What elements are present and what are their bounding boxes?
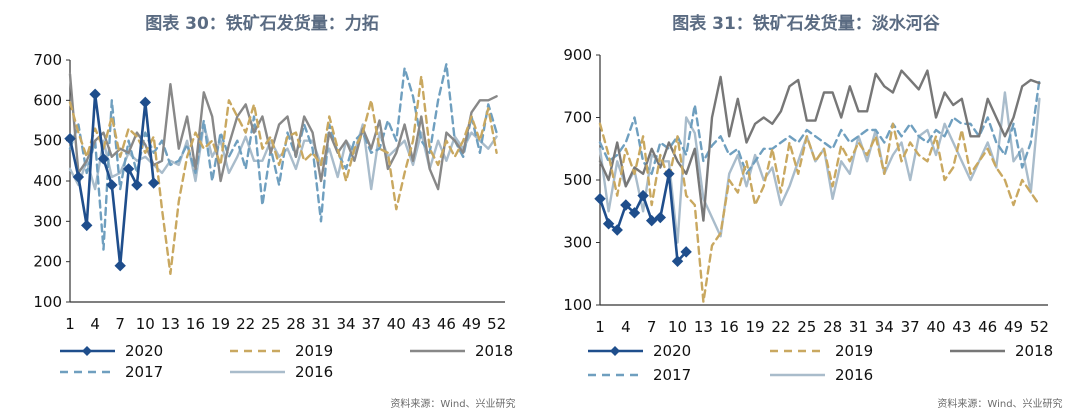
- y-tick-label: 700: [33, 51, 62, 69]
- series-line-2018: [68, 72, 498, 191]
- x-tick-label: 34: [875, 318, 894, 336]
- legend-label-2019: 2019: [835, 342, 873, 360]
- source-note: 资料来源：Wind、兴业研究: [937, 397, 1062, 410]
- x-tick-label: 31: [849, 318, 868, 336]
- data-point-2020: [680, 246, 692, 258]
- series-line-2018: [598, 69, 1041, 222]
- data-point-2020: [147, 177, 160, 189]
- x-tick-label: 22: [771, 318, 790, 336]
- x-tick-label: 43: [412, 315, 431, 333]
- x-tick-label: 7: [115, 315, 125, 333]
- x-tick-label: 19: [211, 315, 230, 333]
- data-point-2020: [81, 219, 93, 232]
- x-tick-label: 28: [286, 315, 305, 333]
- x-tick-label: 52: [1030, 318, 1049, 336]
- y-tick-label: 500: [563, 171, 592, 189]
- y-tick-label: 600: [33, 91, 62, 109]
- x-tick-label: 37: [362, 315, 381, 333]
- x-tick-label: 49: [1004, 318, 1023, 336]
- x-tick-label: 37: [901, 318, 920, 336]
- legend-label-2016: 2016: [295, 363, 333, 381]
- data-point-2020: [611, 224, 623, 236]
- x-tick-label: 43: [952, 318, 971, 336]
- data-point-2020: [139, 96, 151, 109]
- x-tick-label: 13: [161, 315, 180, 333]
- source-note: 资料来源：Wind、兴业研究: [390, 397, 515, 410]
- x-tick-label: 34: [337, 315, 356, 333]
- x-tick-label: 40: [387, 315, 406, 333]
- x-tick-label: 40: [926, 318, 945, 336]
- x-tick-label: 16: [720, 318, 739, 336]
- x-tick-label: 1: [595, 318, 605, 336]
- chart-title: 图表 31：铁矿石发货量：淡水河谷: [672, 13, 941, 34]
- y-tick-label: 200: [33, 253, 62, 271]
- y-tick-label: 900: [563, 46, 592, 64]
- legend-label-2020: 2020: [653, 342, 691, 360]
- chart-title: 图表 30：铁矿石发货量：力拓: [145, 13, 379, 34]
- y-tick-label: 500: [33, 132, 62, 150]
- legend-marker-2020: [82, 346, 92, 356]
- data-point-2020: [114, 259, 126, 272]
- legend-label-2018: 2018: [1015, 342, 1053, 360]
- data-point-2020: [594, 193, 606, 205]
- legend-label-2020: 2020: [125, 342, 163, 360]
- legend-label-2017: 2017: [125, 363, 163, 381]
- x-tick-label: 22: [236, 315, 255, 333]
- x-tick-label: 46: [978, 318, 997, 336]
- data-point-2020: [122, 163, 135, 175]
- x-tick-label: 10: [668, 318, 687, 336]
- data-point-2020: [645, 214, 658, 227]
- y-tick-label: 700: [563, 109, 592, 127]
- legend-label-2019: 2019: [295, 342, 333, 360]
- x-tick-label: 52: [487, 315, 506, 333]
- x-tick-label: 19: [746, 318, 765, 336]
- x-tick-label: 13: [694, 318, 713, 336]
- data-point-2020: [97, 153, 110, 165]
- x-tick-label: 4: [90, 315, 100, 333]
- data-point-2020: [602, 218, 615, 230]
- x-tick-label: 16: [186, 315, 205, 333]
- y-tick-label: 100: [33, 293, 62, 311]
- series-line-2019: [598, 122, 1041, 304]
- x-tick-label: 46: [437, 315, 456, 333]
- legend-label-2018: 2018: [475, 342, 513, 360]
- y-tick-label: 300: [563, 234, 592, 252]
- y-tick-label: 400: [33, 172, 62, 190]
- data-point-2020: [72, 171, 85, 183]
- y-tick-label: 100: [563, 296, 592, 314]
- legend-marker-2020: [610, 346, 620, 356]
- x-tick-label: 31: [311, 315, 330, 333]
- data-point-2020: [671, 255, 684, 267]
- legend-label-2017: 2017: [653, 366, 691, 384]
- legend-label-2016: 2016: [835, 366, 873, 384]
- data-point-2020: [64, 132, 76, 145]
- data-point-2020: [106, 179, 118, 191]
- data-point-2020: [654, 211, 667, 224]
- chart-vale: 图表 31：铁矿石发货量：淡水河谷 100 300 500 700 900 1 4 7 10 13…: [563, 13, 1053, 384]
- x-tick-label: 1: [65, 315, 75, 333]
- series-line-2017: [598, 78, 1041, 176]
- x-tick-label: 49: [462, 315, 481, 333]
- chart-rio-tinto: 图表 30：铁矿石发货量：力拓 100 200 300 400 500 600 700 1 4 7…: [33, 13, 513, 381]
- data-point-2020: [628, 207, 641, 219]
- data-point-2020: [89, 88, 101, 100]
- data-point-2020: [663, 168, 675, 180]
- x-tick-label: 7: [647, 318, 657, 336]
- data-point-2020: [637, 189, 649, 202]
- x-tick-label: 10: [136, 315, 155, 333]
- y-tick-label: 300: [33, 212, 62, 230]
- data-point-2020: [131, 179, 143, 191]
- x-tick-label: 4: [621, 318, 631, 336]
- data-point-2020: [620, 199, 632, 211]
- x-tick-label: 28: [823, 318, 842, 336]
- x-tick-label: 25: [261, 315, 280, 333]
- x-tick-label: 25: [797, 318, 816, 336]
